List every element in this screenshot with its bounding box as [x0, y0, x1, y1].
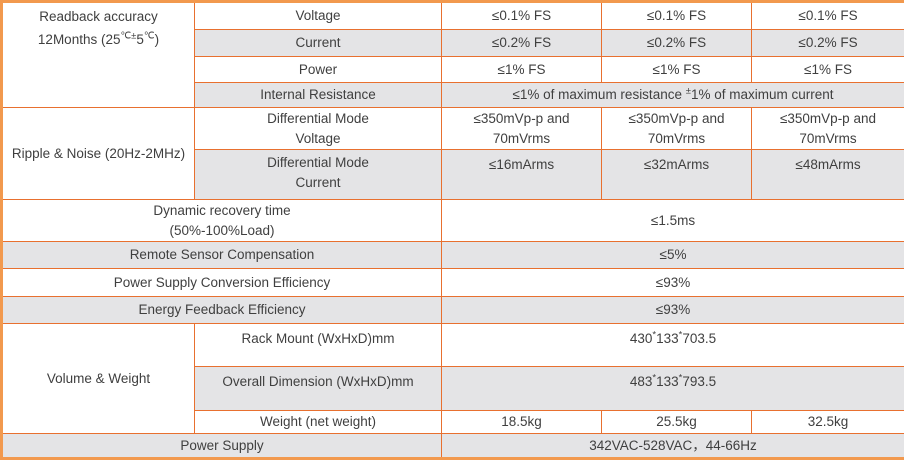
diff-mode-voltage-value-col2: ≤350mVp-p and 70mVrms	[602, 108, 752, 150]
param-internal-resistance: Internal Resistance	[195, 83, 442, 108]
diff-mode-current-value-col1: ≤16mArms	[442, 150, 602, 200]
readback-accuracy-label-line1: Readback accuracy	[7, 6, 190, 29]
dynamic-recovery-line2: (50%-100%Load)	[7, 221, 437, 241]
current-value-col1: ≤0.2% FS	[442, 30, 602, 57]
diff-mode-voltage-value-col1: ≤350mVp-p and 70mVrms	[442, 108, 602, 150]
energy-feedback-efficiency-value: ≤93%	[442, 297, 904, 324]
power-supply-label: Power Supply	[2, 433, 442, 458]
internal-resistance-value: ≤1% of maximum resistance ±1% of maximum…	[442, 83, 904, 108]
table-row: Volume & Weight Rack Mount (WxHxD)mm 430…	[2, 324, 904, 367]
param-current: Current	[195, 30, 442, 57]
current-value-col3: ≤0.2% FS	[752, 30, 904, 57]
power-value-col1: ≤1% FS	[442, 57, 602, 83]
voltage-value-col1: ≤0.1% FS	[442, 2, 602, 30]
dynamic-recovery-label-cell: Dynamic recovery time (50%-100%Load)	[2, 200, 442, 242]
rack-mount-value: 430*133*703.5	[442, 324, 904, 367]
conversion-efficiency-label: Power Supply Conversion Efficiency	[2, 269, 442, 297]
diff-mode-voltage-line2: Voltage	[199, 129, 437, 149]
param-overall-dimension: Overall Dimension (WxHxD)mm	[195, 367, 442, 411]
param-weight: Weight (net weight)	[195, 411, 442, 434]
power-value-col2: ≤1% FS	[602, 57, 752, 83]
diff-mode-voltage-line1: Differential Mode	[199, 109, 437, 129]
conversion-efficiency-value: ≤93%	[442, 269, 904, 297]
weight-value-col1: 18.5kg	[442, 411, 602, 434]
diff-mode-current-value-col2: ≤32mArms	[602, 150, 752, 200]
table-row: Readback accuracy 12Months (25℃±5℃) Volt…	[2, 2, 904, 30]
diff-mode-voltage-value-text: ≤350mVp-p and 70mVrms	[466, 109, 578, 148]
table-row: Power Supply 342VAC-528VAC，44-66Hz	[2, 433, 904, 458]
ripple-noise-label-cell: Ripple & Noise (20Hz-2MHz)	[2, 108, 195, 200]
overall-dimension-value: 483*133*793.5	[442, 367, 904, 411]
table-row: Dynamic recovery time (50%-100%Load) ≤1.…	[2, 200, 904, 242]
param-voltage: Voltage	[195, 2, 442, 30]
table-row: Remote Sensor Compensation ≤5%	[2, 242, 904, 269]
remote-sensor-compensation-label: Remote Sensor Compensation	[2, 242, 442, 269]
dynamic-recovery-line1: Dynamic recovery time	[7, 201, 437, 221]
weight-value-col3: 32.5kg	[752, 411, 904, 434]
readback-accuracy-label-cell: Readback accuracy 12Months (25℃±5℃)	[2, 2, 195, 108]
voltage-value-col2: ≤0.1% FS	[602, 2, 752, 30]
param-differential-mode-voltage: Differential Mode Voltage	[195, 108, 442, 150]
energy-feedback-efficiency-label: Energy Feedback Efficiency	[2, 297, 442, 324]
table-row: Power Supply Conversion Efficiency ≤93%	[2, 269, 904, 297]
diff-mode-current-line1: Differential Mode	[199, 153, 437, 173]
param-rack-mount: Rack Mount (WxHxD)mm	[195, 324, 442, 367]
power-supply-value: 342VAC-528VAC，44-66Hz	[442, 433, 904, 458]
current-value-col2: ≤0.2% FS	[602, 30, 752, 57]
diff-mode-voltage-value-col3: ≤350mVp-p and 70mVrms	[752, 108, 904, 150]
power-value-col3: ≤1% FS	[752, 57, 904, 83]
table-row: Energy Feedback Efficiency ≤93%	[2, 297, 904, 324]
voltage-value-col3: ≤0.1% FS	[752, 2, 904, 30]
diff-mode-current-line2: Current	[199, 173, 437, 193]
table-row: Ripple & Noise (20Hz-2MHz) Differential …	[2, 108, 904, 150]
dynamic-recovery-value: ≤1.5ms	[442, 200, 904, 242]
diff-mode-voltage-value-text: ≤350mVp-p and 70mVrms	[621, 109, 733, 148]
diff-mode-current-value-col3: ≤48mArms	[752, 150, 904, 200]
volume-weight-label-cell: Volume & Weight	[2, 324, 195, 434]
readback-accuracy-label-line2: 12Months (25℃±5℃)	[7, 29, 190, 52]
remote-sensor-compensation-value: ≤5%	[442, 242, 904, 269]
weight-value-col2: 25.5kg	[602, 411, 752, 434]
param-differential-mode-current: Differential Mode Current	[195, 150, 442, 200]
param-power: Power	[195, 57, 442, 83]
diff-mode-voltage-value-text: ≤350mVp-p and 70mVrms	[772, 109, 884, 148]
